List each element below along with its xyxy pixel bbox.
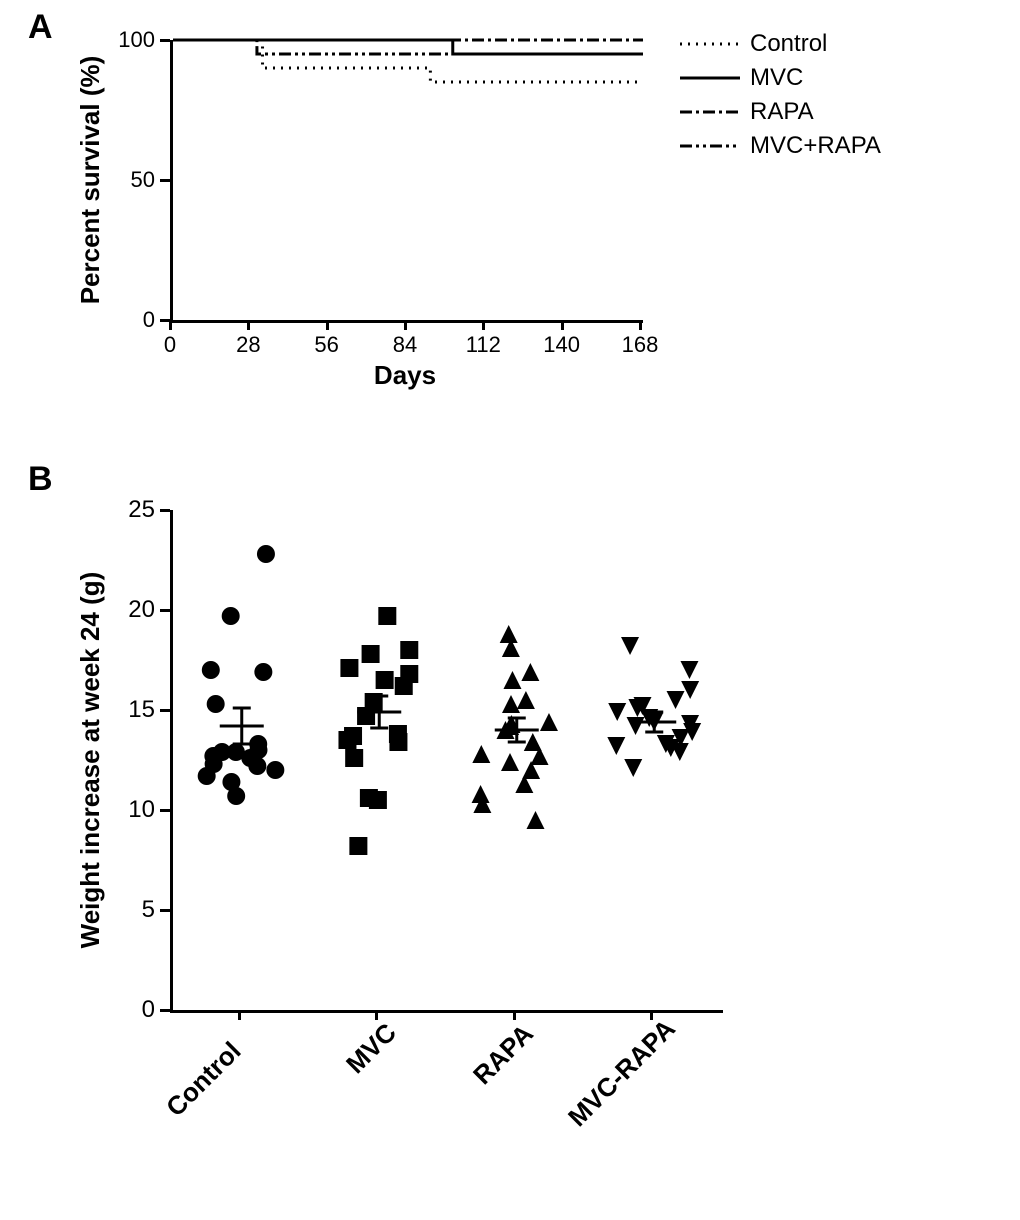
weight-ytick-label: 0 bbox=[105, 996, 155, 1024]
weight-point bbox=[378, 607, 396, 625]
weight-point bbox=[338, 731, 356, 749]
weight-point bbox=[198, 767, 216, 785]
weight-xtick bbox=[238, 1010, 241, 1020]
weight-ytick-label: 15 bbox=[105, 696, 155, 724]
weight-point bbox=[376, 671, 394, 689]
weight-point bbox=[502, 695, 520, 713]
page-root: A 0285684112140168050100DaysPercent surv… bbox=[0, 0, 1020, 1220]
weight-ytick bbox=[160, 509, 170, 512]
weight-ytick-label: 5 bbox=[105, 896, 155, 924]
weight-ytick bbox=[160, 609, 170, 612]
weight-point bbox=[248, 757, 266, 775]
weight-xtick bbox=[513, 1010, 516, 1020]
weight-point bbox=[400, 641, 418, 659]
weight-ytick-label: 20 bbox=[105, 596, 155, 624]
weight-point bbox=[671, 743, 689, 761]
weight-point bbox=[501, 753, 519, 771]
weight-point bbox=[624, 759, 642, 777]
weight-point bbox=[202, 661, 220, 679]
weight-ytick bbox=[160, 909, 170, 912]
weight-point bbox=[257, 545, 275, 563]
weight-point bbox=[517, 691, 535, 709]
weight-point bbox=[227, 787, 245, 805]
weight-point bbox=[680, 661, 698, 679]
weight-ytick bbox=[160, 1009, 170, 1012]
weight-plot-area bbox=[170, 510, 723, 1013]
weight-point bbox=[357, 707, 375, 725]
weight-ytick bbox=[160, 809, 170, 812]
weight-category-label: Control bbox=[160, 1035, 247, 1122]
weight-point bbox=[503, 671, 521, 689]
weight-ytick-label: 10 bbox=[105, 796, 155, 824]
weight-ytick bbox=[160, 709, 170, 712]
weight-point bbox=[521, 663, 539, 681]
weight-point bbox=[607, 737, 625, 755]
weight-point bbox=[621, 637, 639, 655]
weight-ylabel: Weight increase at week 24 (g) bbox=[75, 510, 106, 1010]
weight-point bbox=[500, 625, 518, 643]
weight-point bbox=[254, 663, 272, 681]
weight-point bbox=[207, 695, 225, 713]
weight-point bbox=[389, 733, 407, 751]
weight-category-label: RAPA bbox=[467, 1018, 540, 1091]
weight-point bbox=[369, 791, 387, 809]
weight-point bbox=[681, 681, 699, 699]
weight-point bbox=[608, 703, 626, 721]
weight-point bbox=[627, 717, 645, 735]
weight-point bbox=[349, 837, 367, 855]
weight-point bbox=[667, 691, 685, 709]
weight-chart: 0 5 10 15 20 25 Control MVC RAPA MVC-RAPA Weight i… bbox=[0, 0, 1020, 1220]
weight-point bbox=[266, 761, 284, 779]
weight-point bbox=[340, 659, 358, 677]
weight-point bbox=[222, 607, 240, 625]
weight-point bbox=[395, 677, 413, 695]
weight-category-label: MVC bbox=[340, 1017, 403, 1080]
weight-point bbox=[362, 645, 380, 663]
weight-point bbox=[345, 749, 363, 767]
weight-svg bbox=[173, 510, 723, 1010]
weight-point bbox=[540, 713, 558, 731]
weight-category-label: MVC-RAPA bbox=[562, 1014, 682, 1134]
weight-point bbox=[472, 745, 490, 763]
weight-point bbox=[526, 811, 544, 829]
weight-ytick-label: 25 bbox=[105, 496, 155, 524]
